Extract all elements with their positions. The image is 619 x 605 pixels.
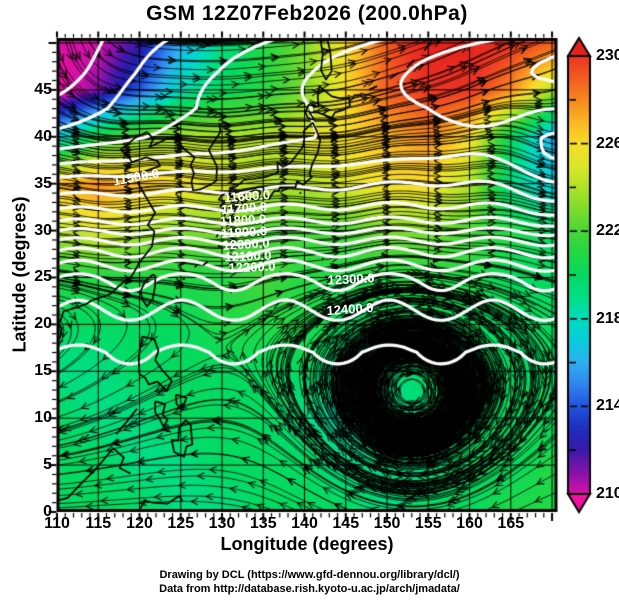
x-tick-label: 155 [414, 515, 442, 532]
colorbar-tick-label: 222 [596, 222, 619, 240]
chart-title: GSM 12Z07Feb2026 (200.0hPa) [146, 2, 468, 25]
colorbar-tick-label: 210 [596, 485, 619, 502]
y-tick-label: 5 [43, 456, 52, 474]
y-tick-label: 35 [34, 174, 52, 192]
x-tick-label: 120 [126, 515, 153, 532]
x-tick-label: 140 [291, 515, 318, 532]
colorbar-tick-label: 218 [596, 309, 619, 327]
x-tick-label: 150 [373, 515, 401, 532]
x-tick-label: 135 [249, 515, 277, 532]
x-tick-label: 145 [332, 515, 360, 532]
x-tick-label: 165 [497, 515, 525, 532]
y-tick-label: 20 [34, 315, 52, 333]
x-tick-label: 130 [208, 515, 236, 532]
y-tick-label: 0 [43, 503, 52, 520]
credit-line-2: Data from http://database.rish.kyoto-u.a… [159, 583, 460, 595]
credit-line-1: Drawing by DCL (https://www.gfd-dennou.o… [159, 569, 460, 581]
y-tick-label: 30 [34, 221, 52, 239]
colorbar-tick-label: 214 [596, 397, 619, 415]
y-tick-label: 40 [34, 127, 52, 145]
y-tick-label: 25 [34, 268, 52, 286]
x-tick-label: 160 [456, 515, 483, 532]
y-tick-label: 15 [34, 362, 52, 380]
colorbar-tick-label: 226 [596, 134, 619, 152]
x-tick-label: 110 [44, 515, 70, 532]
x-tick-label: 125 [167, 515, 195, 532]
y-tick-label: 45 [34, 80, 52, 98]
y-tick-label: 10 [34, 409, 52, 427]
x-tick-label: 115 [85, 515, 112, 532]
colorbar-tick-label: 230 [596, 47, 619, 64]
x-axis-title: Longitude (degrees) [220, 534, 394, 554]
